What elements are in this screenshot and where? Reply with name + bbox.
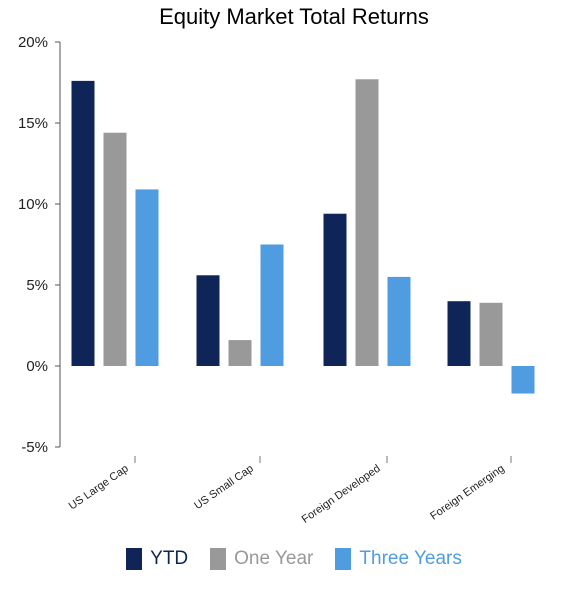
y-tick-label: 0% bbox=[26, 358, 48, 375]
x-tick-label: Foreign Developed bbox=[300, 463, 383, 526]
bar bbox=[135, 189, 159, 366]
bar bbox=[323, 213, 347, 366]
legend-item: Three Years bbox=[335, 548, 462, 570]
bar bbox=[228, 340, 252, 366]
bar bbox=[511, 366, 535, 394]
bar bbox=[103, 132, 127, 366]
bar bbox=[447, 301, 471, 366]
legend-label: One Year bbox=[234, 548, 314, 569]
y-tick-label: -5% bbox=[21, 439, 48, 456]
bar bbox=[479, 302, 503, 366]
bar bbox=[355, 79, 379, 366]
legend-item: YTD bbox=[126, 548, 188, 570]
x-tick-label: US Small Cap bbox=[192, 463, 255, 512]
legend-swatch bbox=[126, 548, 143, 570]
y-tick-label: 20% bbox=[18, 34, 48, 51]
y-tick-label: 5% bbox=[26, 277, 48, 294]
legend-label: Three Years bbox=[359, 548, 462, 569]
x-tick-label: Foreign Emerging bbox=[428, 463, 507, 523]
legend-item: One Year bbox=[210, 548, 313, 570]
bar-chart: -5% 0% 5% 10% 15% 20% US Large Cap US Small Cap… bbox=[18, 34, 535, 526]
legend-swatch bbox=[335, 548, 352, 570]
legend: YTD One Year Three Years bbox=[0, 548, 588, 570]
y-tick-label: 10% bbox=[18, 196, 48, 213]
bar bbox=[196, 275, 220, 366]
chart-title: Equity Market Total Returns bbox=[159, 4, 429, 29]
y-tick-label: 15% bbox=[18, 115, 48, 132]
bar bbox=[260, 244, 284, 366]
bar bbox=[387, 276, 411, 366]
bar bbox=[71, 80, 95, 366]
legend-swatch bbox=[210, 548, 227, 570]
legend-label: YTD bbox=[150, 548, 189, 569]
x-tick-label: US Large Cap bbox=[67, 463, 131, 513]
